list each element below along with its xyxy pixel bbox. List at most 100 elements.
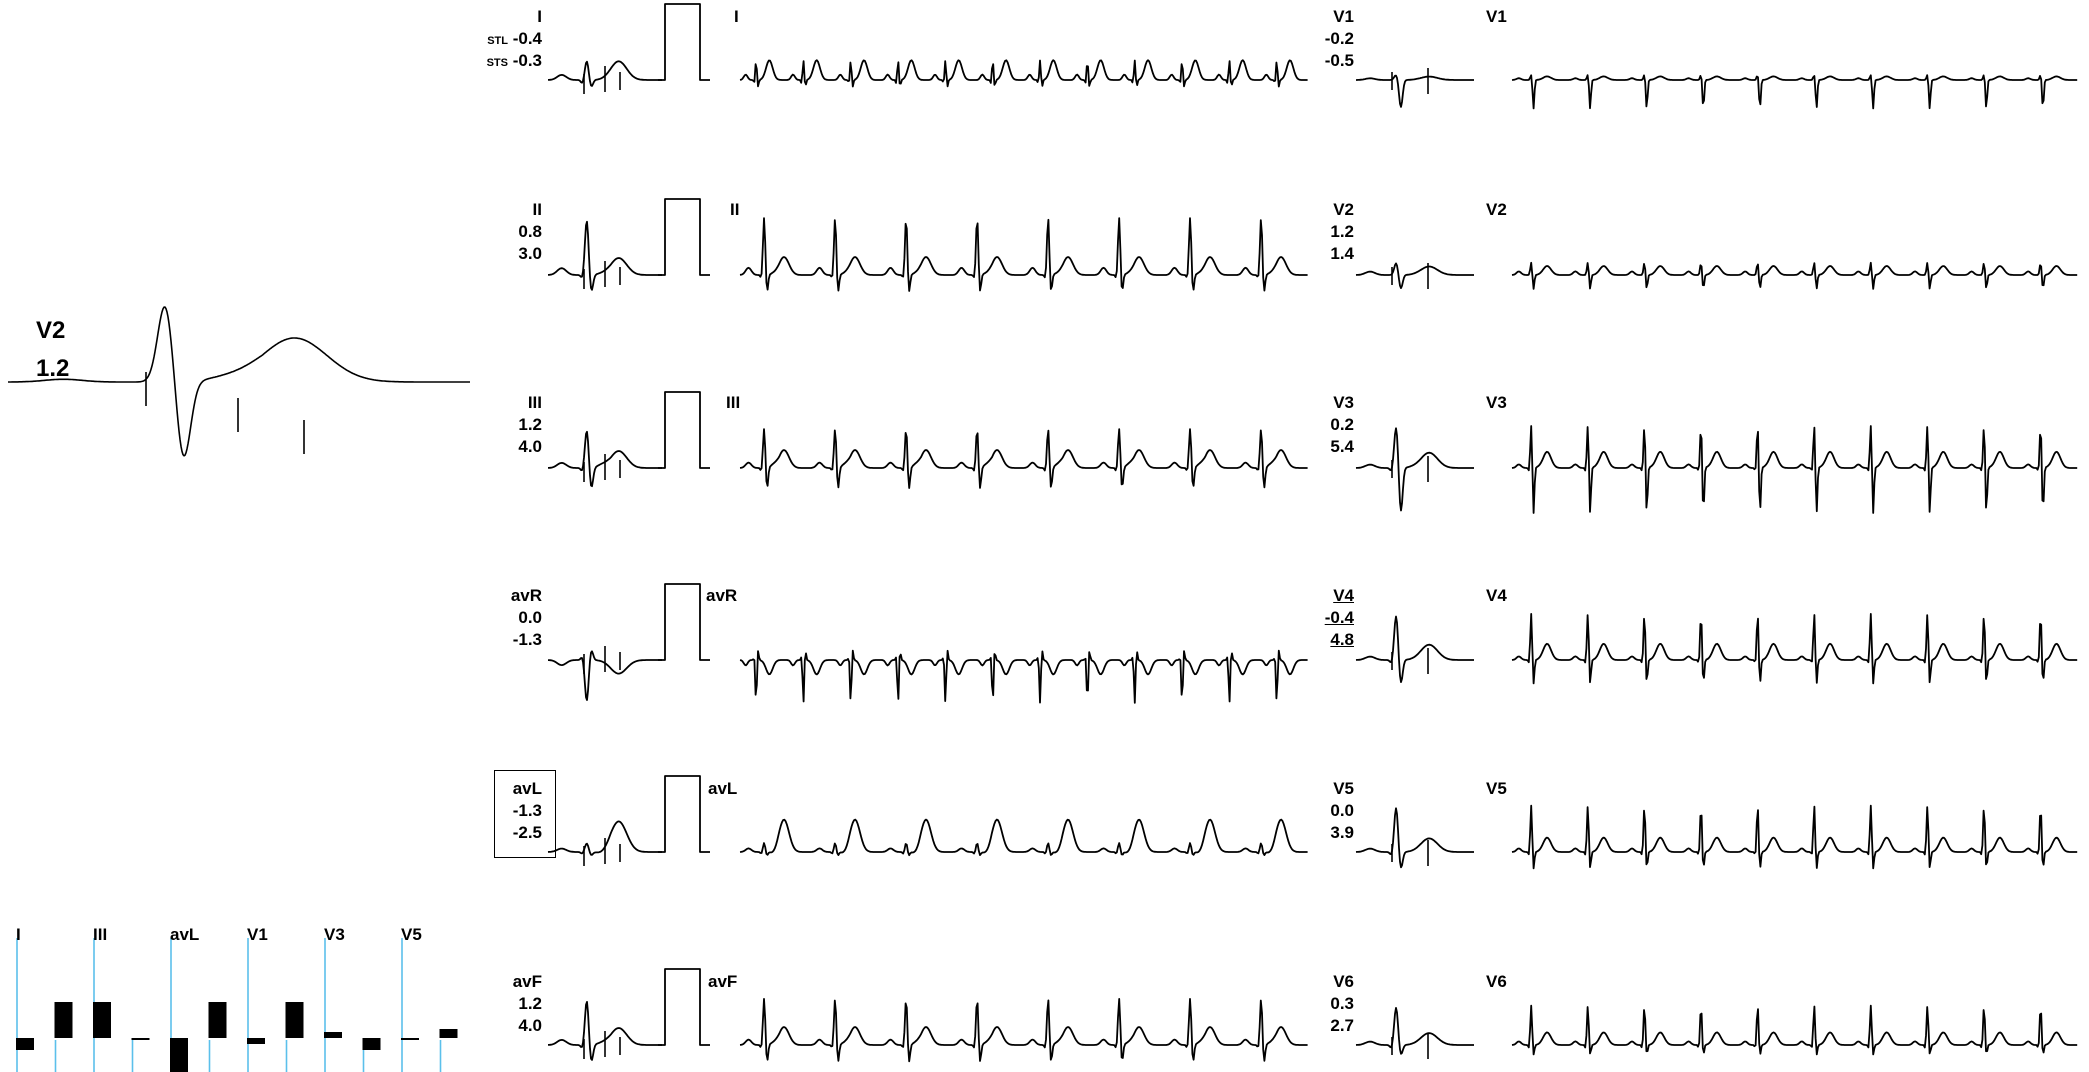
bar-4 <box>170 1038 188 1072</box>
lead-V5-value-2: 3.9 <box>1330 823 1354 842</box>
lead-III-name: III <box>527 393 542 412</box>
lead-I-name: I <box>537 7 542 26</box>
calibration-pulse-III <box>658 391 710 469</box>
lead-avL-value-2: -2.5 <box>512 823 542 842</box>
rhythm-strip-III <box>739 428 1308 489</box>
lead-V5-value-1: 0.0 <box>1330 801 1354 820</box>
lead-V5-name: V5 <box>1333 779 1354 798</box>
bar-label-V5: V5 <box>401 925 422 944</box>
bar-10 <box>401 1038 419 1040</box>
lead-avR-value-2: -1.3 <box>512 630 542 649</box>
bar-label-V1: V1 <box>247 925 268 944</box>
calibration-pulse-avR <box>658 583 710 661</box>
lead-avL-box <box>494 770 556 858</box>
lead-avL-value-1: -1.3 <box>512 801 542 820</box>
magnified-lead-value: 1.2 <box>36 355 70 382</box>
rhythm-avR-label: avR <box>706 586 738 605</box>
bar-6 <box>247 1038 265 1044</box>
rhythm-V1-label: V1 <box>1486 7 1507 26</box>
bar-label-V3: V3 <box>324 925 345 944</box>
bar-7 <box>285 1002 304 1038</box>
rhythm-strip-II <box>739 217 1308 292</box>
calibration-pulse-avF <box>658 968 710 1046</box>
rhythm-strip-I <box>739 59 1308 88</box>
lead-III-value-2: 4.0 <box>518 437 542 456</box>
rhythm-III-label: III <box>726 393 741 412</box>
lead-V3-value-1: 0.2 <box>1330 415 1354 434</box>
lead-avR-name: avR <box>510 586 542 605</box>
rhythm-avL-label: avL <box>708 779 738 798</box>
median-beat-V2 <box>1355 262 1474 289</box>
bar-label-III: III <box>93 925 108 944</box>
rhythm-avF-label: avF <box>708 972 738 991</box>
calibration-pulse-II <box>658 198 710 276</box>
rhythm-strip-avF <box>739 998 1308 1063</box>
lead-V2-name: V2 <box>1333 200 1354 219</box>
rhythm-V2-label: V2 <box>1486 200 1507 219</box>
lead-V6-value-2: 2.7 <box>1330 1016 1354 1035</box>
lead-V4-name: V4 <box>1333 586 1354 605</box>
lead-I-value-2: -0.3 <box>512 51 542 70</box>
median-beat-V4 <box>1355 615 1474 683</box>
bar-9 <box>362 1038 381 1050</box>
lead-V6-value-1: 0.3 <box>1330 994 1354 1013</box>
lead-V6-name: V6 <box>1333 972 1354 991</box>
lead-I-sts: STS -0.3 <box>470 50 542 74</box>
bar-0 <box>16 1038 34 1050</box>
rhythm-strip-avL <box>739 818 1308 857</box>
lead-I-stl: STL -0.4 <box>470 28 542 52</box>
lead-II-value-1: 0.8 <box>518 222 542 241</box>
bar-1 <box>54 1002 73 1038</box>
rhythm-strip-V5 <box>1511 804 2078 870</box>
rhythm-strip-V3 <box>1511 425 2078 514</box>
lead-V2-value-2: 1.4 <box>1330 244 1354 263</box>
bar-11 <box>439 1029 458 1038</box>
bar-label-I: I <box>16 925 21 944</box>
calibration-pulse-avL <box>658 775 710 853</box>
bar-5 <box>208 1002 227 1038</box>
lead-V1-value-2: -0.5 <box>1324 51 1354 70</box>
lead-V4-value-1: -0.4 <box>1324 608 1354 627</box>
sts-prefix: STS <box>486 57 508 69</box>
stl-prefix: STL <box>487 35 508 47</box>
median-beat-V5 <box>1355 807 1474 869</box>
lead-V3-name: V3 <box>1333 393 1354 412</box>
lead-V4-value-2: 4.8 <box>1330 630 1354 649</box>
rhythm-strip-avR <box>739 649 1308 704</box>
rhythm-strip-V6 <box>1511 1004 2078 1056</box>
magnified-beat-V2 <box>8 306 470 457</box>
bar-label-avL: avL <box>170 925 200 944</box>
lead-II-name: II <box>532 200 542 219</box>
median-beat-V6 <box>1355 1007 1474 1055</box>
rhythm-V3-label: V3 <box>1486 393 1507 412</box>
lead-V1-name: V1 <box>1333 7 1354 26</box>
rhythm-V5-label: V5 <box>1486 779 1507 798</box>
rhythm-V6-label: V6 <box>1486 972 1507 991</box>
median-beat-V1 <box>1356 74 1474 108</box>
lead-V3-value-2: 5.4 <box>1330 437 1354 456</box>
bar-2 <box>93 1002 111 1038</box>
bar-8 <box>324 1032 342 1038</box>
rhythm-strip-V2 <box>1511 261 2078 290</box>
rhythm-strip-V1 <box>1511 74 2078 110</box>
lead-V2-value-1: 1.2 <box>1330 222 1354 241</box>
calibration-pulse-I <box>658 3 710 81</box>
rhythm-strip-V4 <box>1511 613 2078 685</box>
lead-avL-name: avL <box>512 779 542 798</box>
lead-III-value-1: 1.2 <box>518 415 542 434</box>
bar-3 <box>131 1038 150 1040</box>
magnified-lead-label: V2 <box>36 317 66 344</box>
rhythm-II-label: II <box>730 200 740 219</box>
median-beat-V3 <box>1355 427 1474 512</box>
lead-II-value-2: 3.0 <box>518 244 542 263</box>
lead-avF-value-1: 1.2 <box>518 994 542 1013</box>
lead-avR-value-1: 0.0 <box>518 608 542 627</box>
lead-avF-value-2: 4.0 <box>518 1016 542 1035</box>
lead-V1-value-1: -0.2 <box>1324 29 1354 48</box>
lead-I-value-1: -0.4 <box>512 29 542 48</box>
rhythm-V4-label: V4 <box>1486 586 1507 605</box>
lead-avF-name: avF <box>512 972 542 991</box>
rhythm-I-label: I <box>734 7 739 26</box>
